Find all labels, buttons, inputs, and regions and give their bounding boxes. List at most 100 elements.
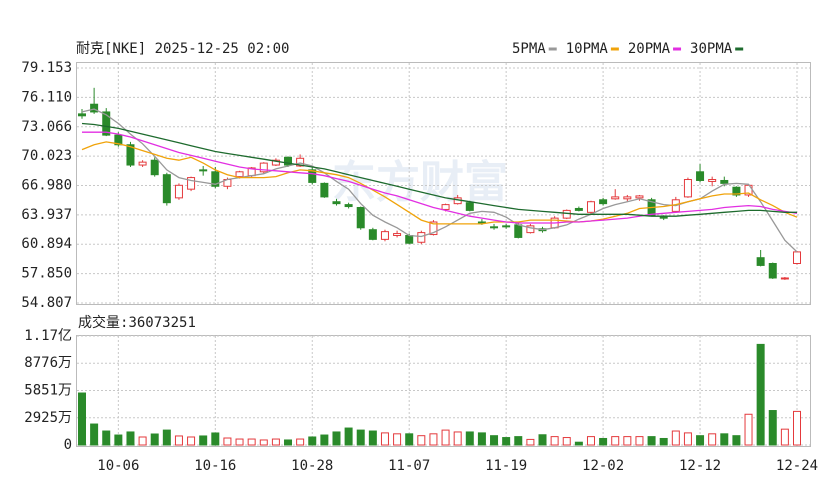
- volume-bar: [380, 432, 389, 446]
- volume-bar: [344, 427, 353, 446]
- volume-bar: [417, 435, 426, 446]
- watermark: 东方财富: [332, 157, 508, 208]
- candle-body: [271, 159, 280, 166]
- candle-body: [780, 277, 789, 280]
- volume-tick-label: 8776万: [24, 355, 72, 371]
- candle-body: [417, 232, 426, 243]
- volume-bar: [562, 437, 571, 446]
- volume-bar: [550, 436, 559, 446]
- volume-bar: [296, 438, 305, 446]
- candle-body: [90, 103, 99, 113]
- x-tick-label: 10-16: [194, 458, 236, 474]
- candle-body: [368, 229, 377, 240]
- candle-body: [187, 177, 196, 190]
- legend-label: 5PMA: [512, 41, 546, 57]
- y-tick-label: 63.937: [21, 207, 72, 223]
- candle-body: [162, 174, 171, 204]
- volume-value: 36073251: [128, 315, 195, 331]
- candle-body: [683, 179, 692, 198]
- volume-bar: [780, 428, 789, 446]
- volume-tick-label: 5851万: [24, 382, 72, 398]
- y-tick-label: 57.850: [21, 266, 72, 282]
- volume-bar: [308, 436, 317, 446]
- candle-body: [405, 235, 414, 244]
- volume-bar: [453, 431, 462, 446]
- volume-bar: [720, 433, 729, 446]
- volume-tick-label: 0: [64, 437, 72, 453]
- volume-bar: [538, 434, 547, 446]
- volume-bar: [90, 423, 99, 446]
- volume-bar: [441, 429, 450, 446]
- volume-panel: [76, 335, 811, 447]
- volume-bar: [635, 436, 644, 446]
- legend-label: 20PMA: [628, 41, 671, 57]
- volume-bar: [271, 438, 280, 446]
- candle-body: [732, 186, 741, 196]
- volume-bar: [683, 432, 692, 446]
- volume-label: 成交量:: [78, 314, 128, 331]
- candle-body: [502, 225, 511, 228]
- candle-body: [138, 161, 147, 166]
- volume-bar: [223, 437, 232, 446]
- volume-bar: [599, 437, 608, 446]
- volume-bar: [623, 436, 632, 446]
- candle-body: [441, 204, 450, 210]
- volume-bar: [114, 434, 123, 446]
- y-tick-label: 60.894: [21, 236, 72, 252]
- candle-body: [429, 221, 438, 236]
- volume-bar: [199, 435, 208, 446]
- volume-bar: [368, 430, 377, 446]
- candle-body: [768, 262, 777, 279]
- volume-bar: [756, 343, 765, 446]
- ma-line: [81, 122, 797, 217]
- volume-bar: [150, 433, 159, 446]
- candle-body: [199, 169, 208, 172]
- volume-bar: [793, 410, 801, 446]
- volume-bar: [514, 436, 523, 446]
- x-tick-label: 12-02: [582, 458, 624, 474]
- candle-body: [635, 195, 644, 199]
- candle-body: [380, 231, 389, 240]
- candle-body: [708, 179, 717, 182]
- y-tick-label: 73.066: [21, 119, 72, 135]
- volume-bar: [708, 433, 717, 446]
- volume-bar: [211, 432, 220, 446]
- legend-label: 10PMA: [566, 41, 609, 57]
- volume-bar: [332, 431, 341, 446]
- candle-body: [623, 196, 632, 200]
- volume-bar: [235, 438, 244, 446]
- volume-bar: [393, 433, 402, 446]
- x-tick-label: 12-12: [679, 458, 721, 474]
- price-panel: [76, 62, 811, 305]
- y-tick-label: 66.980: [21, 178, 72, 194]
- legend-label: 30PMA: [690, 41, 733, 57]
- candle-body: [696, 171, 705, 181]
- candle-body: [659, 216, 668, 219]
- volume-bar: [187, 436, 196, 446]
- volume-bar: [320, 434, 329, 446]
- volume-bar: [138, 436, 147, 446]
- volume-bar: [659, 437, 668, 446]
- ma-line: [82, 131, 798, 224]
- candle-body: [574, 207, 583, 211]
- volume-bar: [477, 432, 486, 446]
- volume-bar: [174, 435, 183, 446]
- ma-line: [81, 141, 798, 225]
- chart-title: 耐克[NKE] 2025-12-25 02:00: [76, 41, 289, 57]
- x-tick-label: 11-19: [485, 458, 527, 474]
- volume-bar: [586, 436, 595, 446]
- candle-body: [526, 225, 535, 234]
- candle-body: [756, 257, 765, 266]
- candle-body: [465, 202, 474, 211]
- candle-body: [611, 196, 620, 200]
- candle-body: [356, 207, 365, 229]
- candle-body: [793, 251, 801, 264]
- candle-body: [211, 171, 220, 187]
- candle-body: [586, 201, 595, 213]
- candle-body: [150, 159, 159, 176]
- candle-body: [102, 111, 111, 136]
- volume-bar: [671, 430, 680, 446]
- volume-bar: [247, 438, 256, 446]
- candle-body: [320, 182, 329, 198]
